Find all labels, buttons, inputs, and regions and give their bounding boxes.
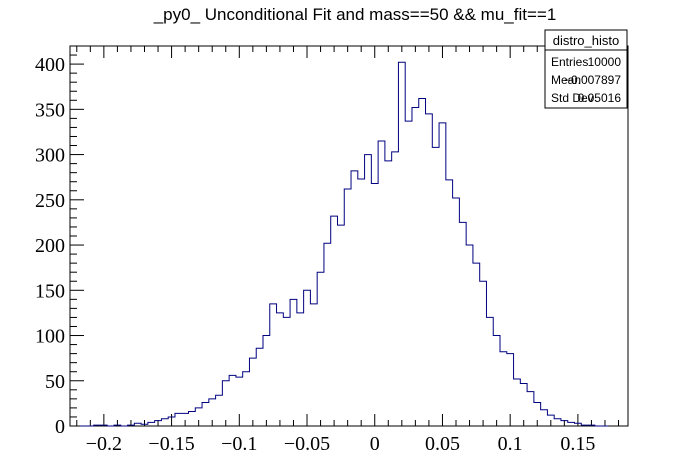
y-tick-label: 150: [35, 280, 65, 302]
y-axis-tick-labels: 0 50 100 150 200 250 300 350 400: [35, 54, 65, 438]
y-tick-label: 350: [35, 99, 65, 121]
stats-entries-label: Entries: [551, 55, 588, 69]
x-axis-ticks: [76, 46, 620, 426]
x-tick-label: 0: [370, 433, 380, 455]
stats-stddev-label: Std Dev: [551, 91, 594, 105]
x-tick-label: −0.1: [221, 433, 257, 455]
y-tick-label: 250: [35, 190, 65, 212]
histogram-outline: [80, 61, 609, 427]
y-tick-label: 0: [55, 416, 65, 438]
x-axis-tick-labels: −0.2 −0.15 −0.1 −0.05 0 0.05 0.1 0.15: [86, 433, 596, 455]
x-tick-label: −0.05: [284, 433, 330, 455]
y-tick-label: 400: [35, 54, 65, 76]
x-tick-label: 0.15: [560, 433, 595, 455]
chart-title: _py0_ Unconditional Fit and mass==50 && …: [153, 5, 557, 24]
x-tick-label: −0.15: [148, 433, 194, 455]
stats-mean-value: −0.007897: [564, 73, 621, 87]
stats-box-frame: [544, 29, 628, 109]
x-tick-label: 0.1: [498, 433, 523, 455]
x-tick-label: 0.05: [425, 433, 460, 455]
y-tick-label: 100: [35, 326, 65, 348]
stats-box-title: distro_histo: [553, 33, 619, 48]
x-tick-label: −0.2: [86, 433, 122, 455]
stats-mean-label: Mean: [551, 73, 581, 87]
y-tick-label: 200: [35, 235, 65, 257]
stats-box: distro_histo Entries 10000 Mean −0.00789…: [544, 29, 628, 109]
stats-stddev-value: 0.05016: [578, 91, 622, 105]
y-tick-label: 50: [45, 371, 65, 393]
y-tick-label: 300: [35, 145, 65, 167]
stats-entries-value: 10000: [588, 55, 622, 69]
y-axis-ticks: [70, 45, 84, 427]
